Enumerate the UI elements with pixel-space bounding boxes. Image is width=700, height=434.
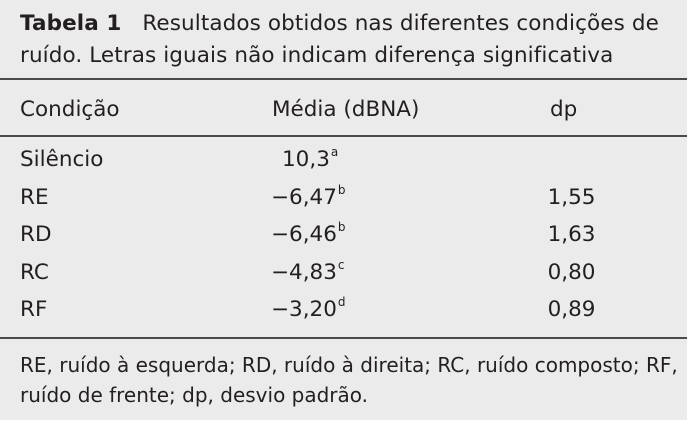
row-mean: −6,47b [271,182,346,211]
mean-value: −4,83 [271,260,337,285]
row-sd: 1,63 [547,222,596,247]
significance-letter: b [337,219,346,234]
row-sd: 0,80 [547,260,596,285]
top-rule [0,78,687,80]
significance-letter: d [337,294,346,309]
row-sd: 0,89 [547,297,596,322]
significance-letter: b [337,182,346,197]
table-label: Tabela 1 [20,11,122,36]
row-mean: −3,20d [271,294,346,323]
row-condition: RE [20,185,49,210]
row-condition: RC [20,260,49,285]
row-condition: RD [20,222,52,247]
mean-value: −6,47 [271,185,337,210]
significance-letter: a [330,144,339,159]
mean-value: −3,20 [271,297,337,322]
table-caption-text: Resultados obtidos nas diferentes condiç… [20,11,659,68]
table-caption: Tabela 1 Resultados obtidos nas diferent… [20,8,680,72]
header-rule [0,135,687,137]
row-condition: RF [20,297,48,322]
row-mean: −6,46b [271,219,346,248]
row-condition: Silêncio [20,147,104,172]
mean-value: 10,3 [282,147,330,172]
table-panel: Tabela 1 Resultados obtidos nas diferent… [0,0,687,420]
table-footnote: RE, ruído à esquerda; RD, ruído à direit… [20,353,678,407]
header-mean: Média (dBNA) [272,97,420,122]
row-mean: 10,3a [282,144,339,173]
row-mean: −4,83c [271,257,345,286]
row-sd: 1,55 [547,185,596,210]
bottom-rule [0,337,687,339]
header-sd: dp [550,97,578,122]
mean-value: −6,46 [271,222,337,247]
header-condition: Condição [20,97,120,122]
significance-letter: c [337,257,345,272]
